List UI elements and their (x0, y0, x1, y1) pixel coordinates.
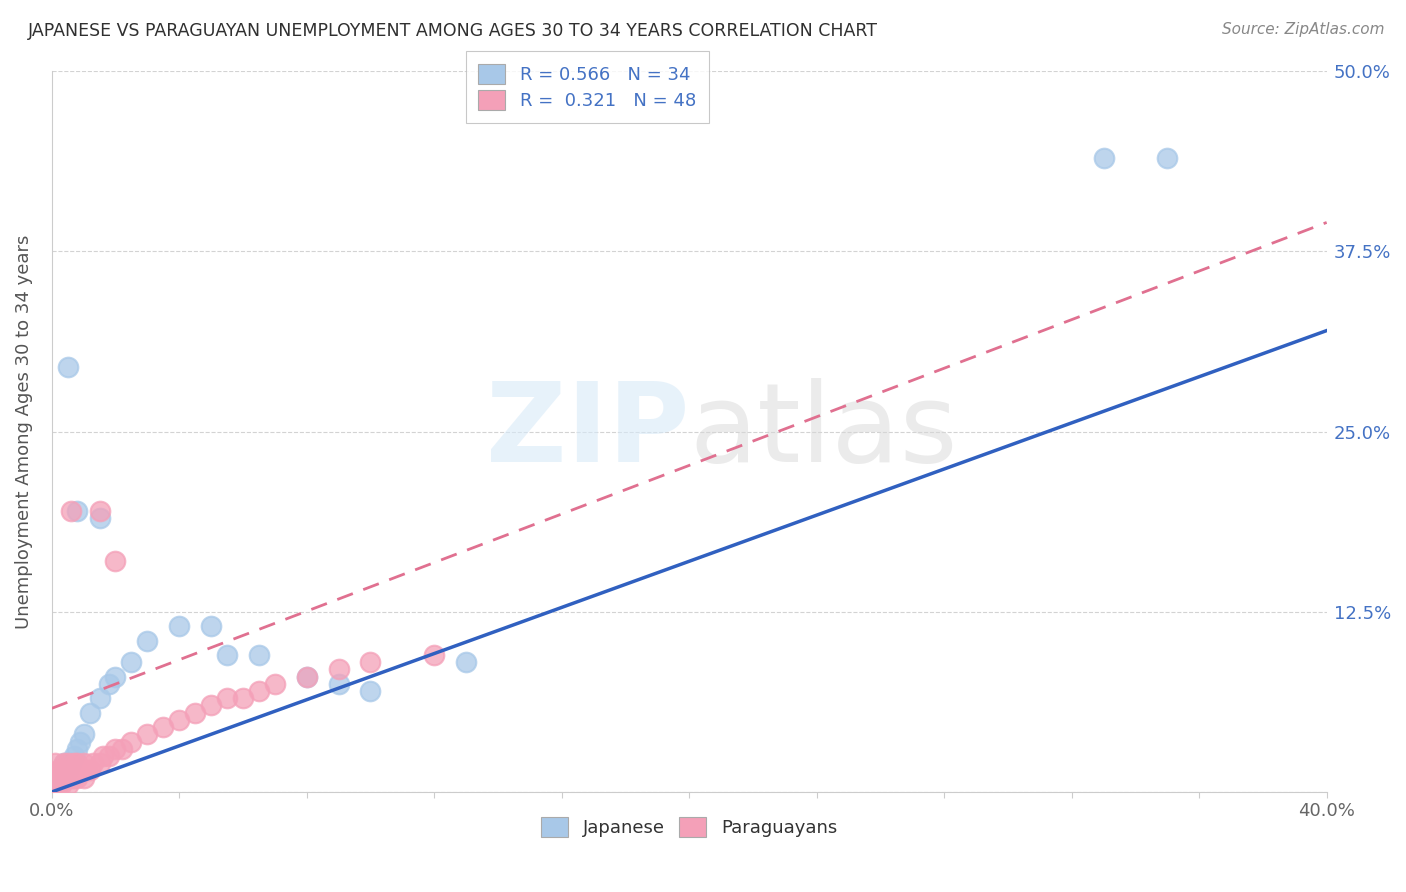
Japanese (72, 727, 94, 741)
Paraguayans (72, 756, 94, 771)
Japanese (456, 655, 478, 669)
Paraguayans (51, 771, 73, 785)
Paraguayans (56, 756, 79, 771)
Japanese (328, 677, 350, 691)
Paraguayans (232, 691, 254, 706)
Paraguayans (59, 771, 82, 785)
Japanese (98, 677, 121, 691)
Paraguayans (152, 720, 174, 734)
Japanese (215, 648, 238, 662)
Legend: Japanese, Paraguayans: Japanese, Paraguayans (534, 810, 845, 844)
Paraguayans (423, 648, 446, 662)
Japanese (46, 771, 69, 785)
Paraguayans (44, 771, 66, 785)
Japanese (44, 778, 66, 792)
Japanese (295, 670, 318, 684)
Japanese (63, 748, 86, 763)
Paraguayans (44, 778, 66, 792)
Paraguayans (104, 554, 127, 568)
Paraguayans (184, 706, 207, 720)
Paraguayans (111, 741, 134, 756)
Paraguayans (56, 778, 79, 792)
Paraguayans (360, 655, 382, 669)
Japanese (120, 655, 142, 669)
Japanese (66, 504, 89, 518)
Paraguayans (215, 691, 238, 706)
Paraguayans (59, 764, 82, 778)
Japanese (56, 764, 79, 778)
Paraguayans (46, 778, 69, 792)
Paraguayans (89, 756, 111, 771)
Japanese (200, 619, 222, 633)
Japanese (44, 771, 66, 785)
Text: Source: ZipAtlas.com: Source: ZipAtlas.com (1222, 22, 1385, 37)
Japanese (51, 771, 73, 785)
Paraguayans (66, 771, 89, 785)
Japanese (167, 619, 190, 633)
Paraguayans (69, 764, 91, 778)
Paraguayans (63, 771, 86, 785)
Paraguayans (295, 670, 318, 684)
Text: JAPANESE VS PARAGUAYAN UNEMPLOYMENT AMONG AGES 30 TO 34 YEARS CORRELATION CHART: JAPANESE VS PARAGUAYAN UNEMPLOYMENT AMON… (28, 22, 879, 40)
Paraguayans (59, 504, 82, 518)
Paraguayans (63, 756, 86, 771)
Japanese (1092, 151, 1115, 165)
Japanese (360, 684, 382, 698)
Japanese (89, 691, 111, 706)
Paraguayans (51, 764, 73, 778)
Paraguayans (328, 662, 350, 676)
Paraguayans (104, 741, 127, 756)
Paraguayans (247, 684, 270, 698)
Japanese (53, 771, 76, 785)
Paraguayans (82, 756, 104, 771)
Paraguayans (263, 677, 285, 691)
Japanese (46, 778, 69, 792)
Japanese (79, 706, 101, 720)
Japanese (247, 648, 270, 662)
Paraguayans (51, 778, 73, 792)
Paraguayans (72, 771, 94, 785)
Japanese (104, 670, 127, 684)
Paraguayans (79, 764, 101, 778)
Japanese (66, 741, 89, 756)
Paraguayans (98, 748, 121, 763)
Japanese (89, 511, 111, 525)
Paraguayans (46, 764, 69, 778)
Paraguayans (56, 771, 79, 785)
Paraguayans (76, 764, 98, 778)
Paraguayans (89, 504, 111, 518)
Paraguayans (44, 756, 66, 771)
Paraguayans (66, 756, 89, 771)
Paraguayans (53, 771, 76, 785)
Japanese (59, 756, 82, 771)
Y-axis label: Unemployment Among Ages 30 to 34 years: Unemployment Among Ages 30 to 34 years (15, 235, 32, 629)
Paraguayans (46, 771, 69, 785)
Paraguayans (167, 713, 190, 727)
Paraguayans (200, 698, 222, 713)
Japanese (1156, 151, 1178, 165)
Paraguayans (91, 748, 114, 763)
Paraguayans (53, 756, 76, 771)
Japanese (51, 764, 73, 778)
Text: ZIP: ZIP (486, 378, 689, 485)
Paraguayans (120, 734, 142, 748)
Text: atlas: atlas (689, 378, 957, 485)
Paraguayans (136, 727, 159, 741)
Japanese (53, 756, 76, 771)
Japanese (56, 756, 79, 771)
Japanese (56, 359, 79, 374)
Japanese (69, 734, 91, 748)
Japanese (136, 633, 159, 648)
